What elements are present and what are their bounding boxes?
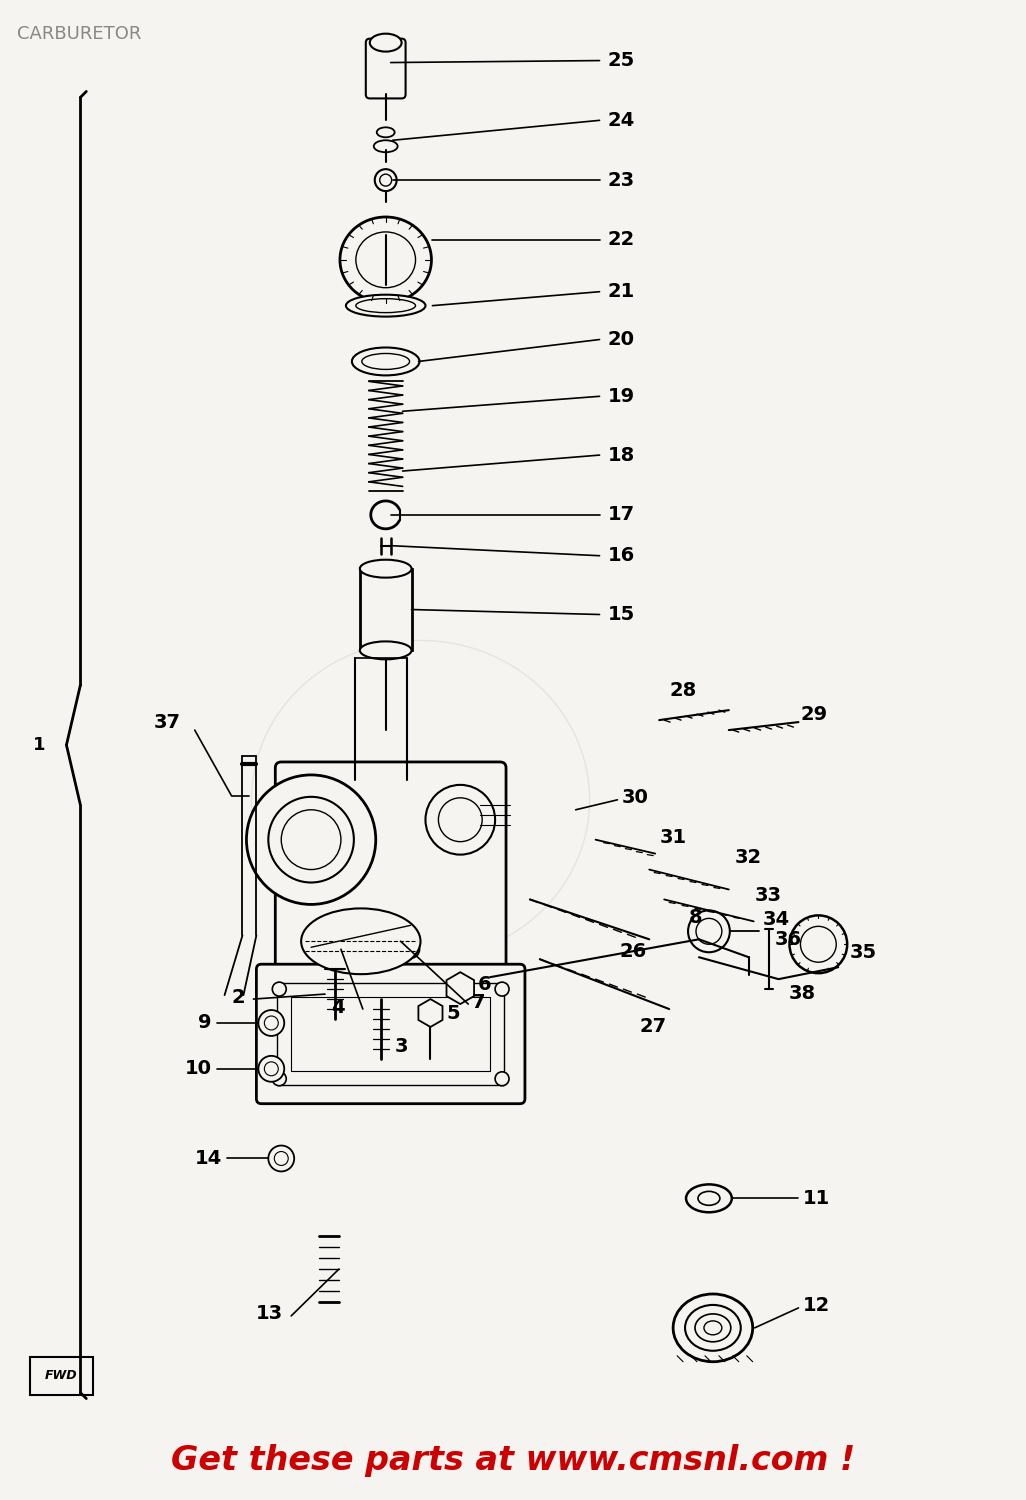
Ellipse shape bbox=[426, 784, 496, 855]
Text: 8: 8 bbox=[689, 908, 703, 927]
Text: 35: 35 bbox=[851, 942, 877, 962]
Ellipse shape bbox=[351, 930, 370, 950]
Ellipse shape bbox=[704, 1322, 722, 1335]
Ellipse shape bbox=[686, 1185, 732, 1212]
Text: 6: 6 bbox=[478, 975, 491, 993]
Text: CARBURETOR: CARBURETOR bbox=[16, 24, 142, 42]
Text: 1: 1 bbox=[33, 736, 45, 754]
Circle shape bbox=[496, 1072, 509, 1086]
Circle shape bbox=[265, 1062, 278, 1076]
Text: FWD: FWD bbox=[45, 1370, 78, 1382]
Ellipse shape bbox=[374, 170, 397, 190]
Ellipse shape bbox=[356, 232, 416, 288]
Text: 31: 31 bbox=[659, 828, 686, 848]
Text: 18: 18 bbox=[607, 446, 635, 465]
Text: 28: 28 bbox=[669, 681, 697, 699]
Ellipse shape bbox=[380, 174, 392, 186]
Text: 26: 26 bbox=[620, 942, 646, 962]
Ellipse shape bbox=[401, 940, 420, 958]
Text: 30: 30 bbox=[622, 789, 648, 807]
Text: 10: 10 bbox=[185, 1059, 211, 1078]
Ellipse shape bbox=[352, 348, 420, 375]
Ellipse shape bbox=[360, 560, 411, 578]
Text: 7: 7 bbox=[472, 993, 485, 1011]
Text: 38: 38 bbox=[789, 984, 816, 1002]
Text: 27: 27 bbox=[639, 1017, 667, 1036]
Circle shape bbox=[265, 1016, 278, 1031]
Ellipse shape bbox=[369, 33, 401, 51]
Ellipse shape bbox=[269, 796, 354, 882]
Ellipse shape bbox=[281, 810, 341, 870]
FancyBboxPatch shape bbox=[275, 762, 506, 974]
Text: 2: 2 bbox=[232, 987, 245, 1006]
Bar bbox=[277, 982, 504, 1084]
Ellipse shape bbox=[688, 910, 729, 952]
Text: 20: 20 bbox=[607, 330, 634, 350]
Text: 34: 34 bbox=[762, 910, 790, 928]
Text: 9: 9 bbox=[198, 1014, 211, 1032]
Circle shape bbox=[269, 1146, 294, 1172]
Text: 3: 3 bbox=[395, 1038, 408, 1056]
Ellipse shape bbox=[362, 354, 409, 369]
Text: 32: 32 bbox=[735, 847, 762, 867]
Text: 29: 29 bbox=[800, 705, 828, 723]
Ellipse shape bbox=[695, 1314, 731, 1342]
FancyBboxPatch shape bbox=[30, 1356, 93, 1395]
Ellipse shape bbox=[698, 1191, 720, 1206]
Text: 19: 19 bbox=[607, 387, 635, 406]
Ellipse shape bbox=[696, 918, 722, 945]
Text: 15: 15 bbox=[607, 604, 635, 624]
Circle shape bbox=[496, 982, 509, 996]
Text: 24: 24 bbox=[607, 111, 635, 130]
Text: 36: 36 bbox=[775, 930, 801, 950]
Text: 37: 37 bbox=[154, 712, 181, 732]
Ellipse shape bbox=[246, 776, 376, 904]
Circle shape bbox=[259, 1056, 284, 1082]
Text: 33: 33 bbox=[755, 886, 782, 904]
Circle shape bbox=[272, 982, 286, 996]
Text: 21: 21 bbox=[607, 282, 635, 302]
Text: 23: 23 bbox=[607, 171, 635, 189]
Circle shape bbox=[274, 1152, 288, 1166]
Text: 17: 17 bbox=[607, 506, 635, 525]
Text: 12: 12 bbox=[802, 1296, 830, 1316]
FancyBboxPatch shape bbox=[256, 964, 525, 1104]
Ellipse shape bbox=[438, 798, 482, 842]
Bar bbox=[360, 568, 411, 651]
Text: 16: 16 bbox=[607, 546, 635, 566]
Ellipse shape bbox=[356, 298, 416, 312]
Ellipse shape bbox=[377, 128, 395, 138]
Text: 25: 25 bbox=[607, 51, 635, 70]
Ellipse shape bbox=[373, 141, 398, 152]
Ellipse shape bbox=[685, 1305, 741, 1352]
Ellipse shape bbox=[340, 217, 432, 303]
Ellipse shape bbox=[346, 294, 426, 316]
Circle shape bbox=[272, 1072, 286, 1086]
Text: Get these parts at www.cmsnl.com !: Get these parts at www.cmsnl.com ! bbox=[171, 1444, 855, 1478]
Bar bbox=[291, 998, 490, 1071]
Ellipse shape bbox=[360, 642, 411, 660]
Text: 4: 4 bbox=[331, 998, 345, 1017]
Circle shape bbox=[259, 1010, 284, 1036]
Text: 11: 11 bbox=[802, 1190, 830, 1208]
Text: 13: 13 bbox=[256, 1305, 283, 1323]
Ellipse shape bbox=[302, 909, 421, 974]
Text: 5: 5 bbox=[446, 1004, 460, 1023]
Text: 14: 14 bbox=[194, 1149, 222, 1168]
Ellipse shape bbox=[789, 915, 847, 974]
FancyBboxPatch shape bbox=[366, 39, 405, 99]
Ellipse shape bbox=[673, 1294, 753, 1362]
Text: 22: 22 bbox=[607, 231, 635, 249]
Ellipse shape bbox=[800, 927, 836, 962]
